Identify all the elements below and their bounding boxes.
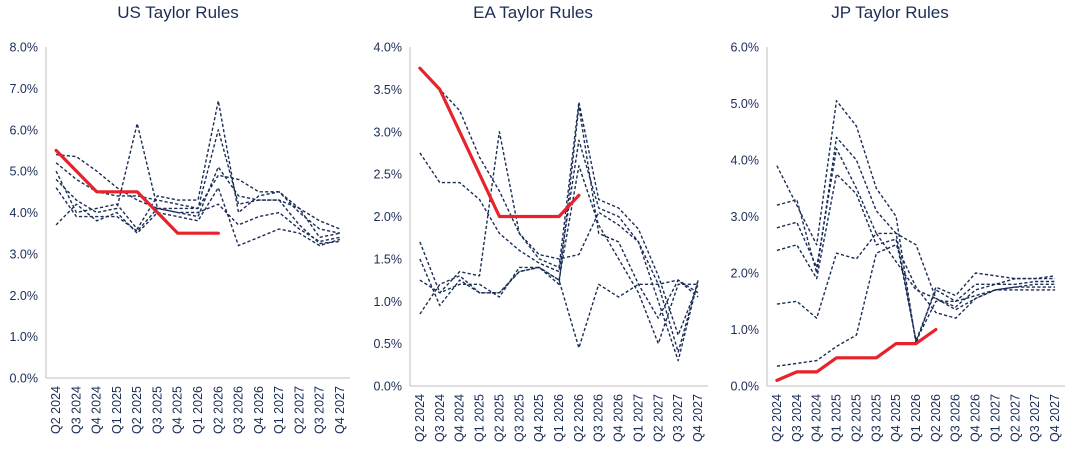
ea-y-tick-label: 2.0% xyxy=(374,210,403,224)
us-x-tick-label: Q4 2024 xyxy=(90,386,104,434)
ea-x-tick-label: Q4 2025 xyxy=(532,394,546,442)
ea-x-tick-label: Q1 2026 xyxy=(552,394,566,442)
jp-x-tick-label: Q4 2026 xyxy=(969,394,983,442)
us-x-tick-label: Q3 2026 xyxy=(232,386,246,434)
jp-x-tick-label: Q3 2025 xyxy=(869,394,883,442)
us-x-tick-label: Q2 2024 xyxy=(49,386,63,434)
jp-x-tick-label: Q4 2025 xyxy=(889,394,903,442)
ea-x-tick-label: Q3 2027 xyxy=(671,394,685,442)
us-y-tick-label: 6.0% xyxy=(10,123,39,137)
jp-y-tick-label: 0.0% xyxy=(731,380,760,394)
ea-x-tick-label: Q1 2025 xyxy=(473,394,487,442)
jp-x-tick-label: Q2 2024 xyxy=(770,394,784,442)
ea-y-tick-label: 2.5% xyxy=(374,168,403,182)
ea-y-tick-label: 4.0% xyxy=(374,41,403,55)
ea-y-tick-label: 1.0% xyxy=(374,295,403,309)
ea-x-tick-label: Q4 2026 xyxy=(612,394,626,442)
jp-chart-title: JP Taylor Rules xyxy=(831,3,948,22)
us-x-tick-label: Q4 2026 xyxy=(252,386,266,434)
jp-x-tick-label: Q1 2025 xyxy=(830,394,844,442)
ea-y-tick-label: 3.0% xyxy=(374,125,403,139)
ea-taylor-rule-line-3 xyxy=(419,131,699,362)
ea-policy-rate-line xyxy=(418,66,581,219)
jp-x-tick-label: Q2 2025 xyxy=(849,394,863,442)
us-x-tick-label: Q1 2027 xyxy=(272,386,286,434)
jp-y-tick-label: 3.0% xyxy=(731,210,760,224)
jp-y-tick-label: 4.0% xyxy=(731,154,760,168)
us-x-tick-label: Q2 2026 xyxy=(211,386,225,434)
us-chart-title: US Taylor Rules xyxy=(117,3,239,22)
jp-x-tick-label: Q4 2027 xyxy=(1048,394,1062,442)
us-x-tick-label: Q1 2026 xyxy=(191,386,205,434)
ea-taylor-rules-chart: EA Taylor Rules 0.0% 0.5% 1.0% 1.5% 2.0% 2.5% 3… xyxy=(374,3,708,442)
us-taylor-rule-line-2 xyxy=(55,129,341,230)
jp-y-tick-label: 1.0% xyxy=(731,323,760,337)
us-x-tick-label: Q2 2025 xyxy=(130,386,144,434)
jp-x-tick-label: Q1 2026 xyxy=(909,394,923,442)
us-y-tick-label: 7.0% xyxy=(10,82,39,96)
us-taylor-rule-line-4 xyxy=(55,122,341,238)
jp-x-tick-label: Q3 2026 xyxy=(949,394,963,442)
jp-x-tick-label: Q2 2027 xyxy=(1008,394,1022,442)
ea-x-tick-label: Q3 2025 xyxy=(512,394,526,442)
us-taylor-rule-line-5 xyxy=(55,166,340,245)
us-y-tick-label: 2.0% xyxy=(10,289,39,303)
ea-x-tick-label: Q2 2026 xyxy=(572,394,586,442)
us-x-tick-label: Q3 2027 xyxy=(313,386,327,434)
jp-x-tick-label: Q3 2027 xyxy=(1028,394,1042,442)
ea-taylor-rule-line-6 xyxy=(419,266,699,349)
jp-y-tick-label: 6.0% xyxy=(731,41,760,55)
jp-taylor-rule-line-4 xyxy=(776,173,1056,342)
jp-x-tick-label: Q1 2027 xyxy=(988,394,1002,442)
jp-y-tick-label: 5.0% xyxy=(731,97,760,111)
us-x-tick-label: Q3 2025 xyxy=(150,386,164,434)
us-y-tick-label: 8.0% xyxy=(10,41,39,55)
jp-x-tick-label: Q4 2024 xyxy=(810,394,824,442)
us-x-tick-label: Q4 2027 xyxy=(333,386,347,434)
jp-taylor-rule-line-3 xyxy=(776,148,1056,308)
us-x-tick-label: Q1 2025 xyxy=(110,386,124,434)
us-taylor-rules-chart: US Taylor Rules 0.0% 1.0% 2.0% 3.0% 4.0% 5.0% 6… xyxy=(10,3,350,434)
jp-chart-panel: JP Taylor Rules 0.0% 1.0% 2.0% 3.0% 4.0% 5.0% 6… xyxy=(715,0,1072,449)
jp-taylor-rule-line-5 xyxy=(776,232,1056,319)
us-chart-panel: US Taylor Rules 0.0% 1.0% 2.0% 3.0% 4.0% 5.0% 6… xyxy=(0,0,358,449)
ea-y-tick-label: 0.5% xyxy=(374,337,403,351)
ea-y-tick-label: 1.5% xyxy=(374,252,403,266)
jp-taylor-rules-chart: JP Taylor Rules 0.0% 1.0% 2.0% 3.0% 4.0% 5.0% 6… xyxy=(731,3,1065,442)
us-y-tick-label: 4.0% xyxy=(10,206,39,220)
us-x-tick-label: Q2 2027 xyxy=(292,386,306,434)
ea-x-tick-label: Q2 2024 xyxy=(413,394,427,442)
jp-taylor-rule-line-1 xyxy=(776,100,1056,345)
ea-chart-title: EA Taylor Rules xyxy=(473,3,593,22)
ea-taylor-rule-line-5 xyxy=(419,165,699,345)
ea-y-tick-label: 0.0% xyxy=(374,380,403,394)
us-taylor-rule-line-1 xyxy=(56,153,341,243)
us-taylor-rule-line-3 xyxy=(55,100,341,234)
ea-x-tick-label: Q2 2027 xyxy=(651,394,665,442)
ea-taylor-rule-line-4 xyxy=(419,105,699,319)
us-x-tick-label: Q3 2024 xyxy=(69,386,83,434)
ea-x-tick-label: Q3 2026 xyxy=(592,394,606,442)
ea-x-tick-label: Q3 2024 xyxy=(433,394,447,442)
jp-y-tick-label: 2.0% xyxy=(731,267,760,281)
us-y-tick-label: 3.0% xyxy=(10,247,39,261)
us-taylor-rule-line-6 xyxy=(55,187,341,247)
ea-x-tick-label: Q4 2024 xyxy=(453,394,467,442)
jp-x-tick-label: Q3 2024 xyxy=(790,394,804,442)
jp-policy-rate-line xyxy=(775,327,938,382)
us-policy-rate-line xyxy=(54,148,220,235)
us-y-tick-label: 5.0% xyxy=(10,165,39,179)
ea-taylor-rule-line-2 xyxy=(419,139,699,353)
ea-chart-panel: EA Taylor Rules 0.0% 0.5% 1.0% 1.5% 2.0% 2.5% 3… xyxy=(358,0,715,449)
us-x-tick-label: Q4 2025 xyxy=(171,386,185,434)
ea-y-tick-label: 3.5% xyxy=(374,83,403,97)
us-y-tick-label: 0.0% xyxy=(10,372,39,386)
ea-x-tick-label: Q2 2025 xyxy=(492,394,506,442)
jp-taylor-rule-line-6 xyxy=(776,244,1056,367)
ea-x-tick-label: Q4 2027 xyxy=(691,394,705,442)
jp-x-tick-label: Q2 2026 xyxy=(929,394,943,442)
ea-x-tick-label: Q1 2027 xyxy=(631,394,645,442)
us-y-tick-label: 1.0% xyxy=(10,330,39,344)
